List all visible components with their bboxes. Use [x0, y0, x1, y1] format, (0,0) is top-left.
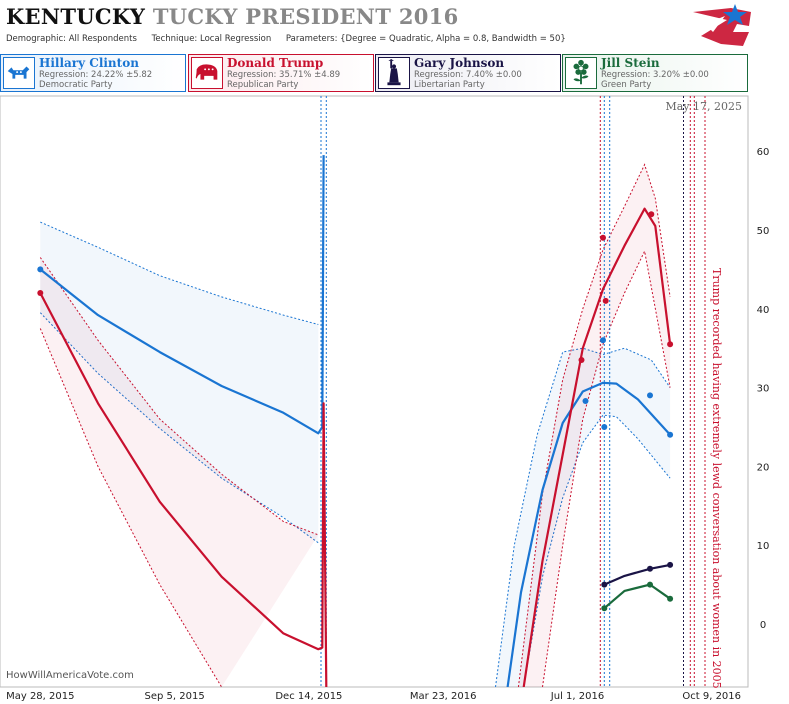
gary-johnson-poll-point[interactable]: [601, 581, 608, 588]
legend-item-johnson[interactable]: Gary Johnson Regression: 7.40% ±0.00 Lib…: [375, 54, 561, 92]
technique-label: Technique: Local Regression: [151, 34, 272, 44]
hillary-clinton-band-2: [495, 348, 671, 687]
site-logo-icon: [693, 4, 751, 46]
donald-trump-trend-line-2: [522, 207, 672, 687]
hillary-clinton-upper-bound-1: [40, 221, 319, 325]
y-tick-label: 50: [757, 226, 770, 237]
hillary-clinton-poll-point[interactable]: [601, 424, 608, 430]
y-axis: 0 10 20 30 40 50 60: [757, 147, 770, 631]
jill-stein-poll-point[interactable]: [667, 595, 674, 602]
confidence-bands: [39, 163, 671, 687]
donald-trump-upper-bound-2: [517, 163, 671, 687]
hillary-clinton-trend-line-1: [39, 155, 325, 435]
chart-date-label: May 17, 2025: [665, 100, 742, 113]
legend-item-stein[interactable]: Jill Stein Regression: 3.20% ±0.00 Green…: [562, 54, 748, 92]
donald-trump-poll-point[interactable]: [602, 297, 609, 304]
candidate-party: Libertarian Party: [414, 80, 485, 90]
donald-trump-trend-line-1: [39, 292, 328, 687]
chart-header: KENTUCKY TUCKY PRESIDENT 2016 Demographi…: [0, 0, 789, 54]
legend-item-clinton[interactable]: Hillary Clinton Regression: 24.22% ±5.82…: [0, 54, 186, 92]
hillary-clinton-band-1: [40, 222, 319, 543]
candidate-name: Donald Trump: [227, 56, 324, 70]
parameters-line: Demographic: All Respondents Technique: …: [6, 34, 578, 44]
x-axis: May 28, 2015 Sep 5, 2015 Dec 14, 2015 Mar 2…: [6, 691, 741, 702]
donkey-icon: [3, 57, 35, 89]
flower-icon: [565, 57, 597, 89]
x-tick-label: Mar 23, 2016: [410, 691, 477, 702]
elephant-icon: [191, 57, 223, 89]
donald-trump-lower-bound-2: [542, 249, 671, 687]
candidate-regression: Regression: 24.22% ±5.82: [39, 70, 153, 80]
hillary-clinton-poll-point[interactable]: [647, 392, 653, 399]
hillary-clinton-trend-line-2: [506, 381, 671, 687]
candidate-name: Hillary Clinton: [39, 56, 139, 70]
y-tick-label: 10: [757, 541, 770, 552]
x-tick-label: Dec 14, 2015: [275, 691, 342, 702]
x-tick-label: May 28, 2015: [6, 691, 74, 702]
donald-trump-band-1: [40, 257, 319, 687]
candidate-regression: Regression: 3.20% ±0.00: [601, 70, 709, 80]
donald-trump-upper-bound-1: [39, 257, 319, 536]
donald-trump-lower-bound-1: [39, 328, 223, 687]
hillary-clinton-upper-bound-2: [495, 347, 671, 687]
title-state: KENTUCKY: [6, 4, 146, 29]
plot-frame: [0, 95, 749, 688]
gary-johnson-trend-line-2: [603, 563, 671, 586]
x-tick-label: Oct 9, 2016: [682, 691, 741, 702]
trend-lines: [39, 155, 672, 687]
jill-stein-poll-point[interactable]: [601, 605, 608, 612]
donald-trump-poll-point[interactable]: [648, 211, 655, 218]
x-tick-label: Sep 5, 2015: [144, 691, 204, 702]
donald-trump-poll-point[interactable]: [667, 341, 674, 348]
hillary-clinton-lower-bound-1: [39, 312, 319, 544]
jill-stein-trend-line-2: [603, 583, 671, 610]
hillary-clinton-poll-point[interactable]: [582, 398, 589, 404]
candidate-legend: Hillary Clinton Regression: 24.22% ±5.82…: [0, 54, 789, 94]
parameters-label: Parameters: {Degree = Quadratic, Alpha =…: [285, 34, 566, 44]
hillary-clinton-poll-point[interactable]: [600, 337, 606, 344]
legend-item-trump[interactable]: Donald Trump Regression: 35.71% ±4.89 Re…: [188, 54, 374, 92]
gary-johnson-poll-point[interactable]: [667, 561, 674, 568]
title-race: TUCKY PRESIDENT 2016: [152, 4, 459, 29]
chart-title: KENTUCKY TUCKY PRESIDENT 2016: [6, 4, 459, 29]
candidate-party: Democratic Party: [39, 80, 113, 90]
x-tick-label: Jul 1, 2016: [550, 691, 604, 702]
candidate-regression: Regression: 7.40% ±0.00: [414, 70, 522, 80]
y-tick-label: 20: [757, 462, 770, 473]
y-tick-label: 0: [760, 620, 766, 631]
hillary-clinton-poll-point[interactable]: [667, 431, 674, 438]
gary-johnson-poll-point[interactable]: [647, 565, 653, 572]
donald-trump-poll-point[interactable]: [578, 357, 585, 363]
poll-points: [37, 211, 674, 612]
candidate-party: Green Party: [601, 80, 652, 90]
jill-stein-poll-point[interactable]: [647, 581, 653, 588]
candidate-name: Gary Johnson: [414, 56, 505, 70]
hillary-clinton-poll-point[interactable]: [37, 266, 44, 273]
y-tick-label: 30: [757, 384, 770, 395]
event-annotation: Trump recorded having extremely lewd con…: [710, 268, 723, 689]
y-tick-label: 60: [757, 147, 770, 158]
demographic-label: Demographic: All Respondents: [6, 34, 137, 44]
donald-trump-poll-point[interactable]: [37, 290, 44, 296]
candidate-regression: Regression: 35.71% ±4.89: [227, 70, 341, 80]
donald-trump-poll-point[interactable]: [600, 234, 606, 241]
y-tick-label: 40: [757, 305, 770, 316]
statue-of-liberty-icon: [378, 57, 410, 89]
source-label: HowWillAmericaVote.com: [6, 670, 134, 681]
donald-trump-band-2: [518, 164, 671, 687]
candidate-name: Jill Stein: [601, 56, 660, 70]
candidate-party: Republican Party: [227, 80, 299, 90]
hillary-clinton-lower-bound-2: [523, 414, 671, 687]
